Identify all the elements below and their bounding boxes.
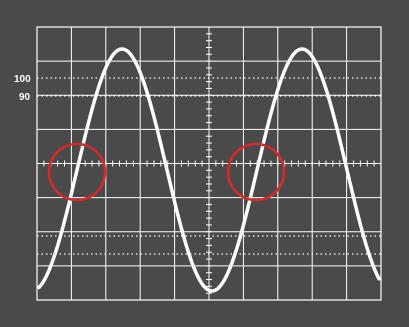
label-100: 100 [14, 74, 31, 85]
waveform-trace [37, 47, 381, 293]
crossing-marker-2 [226, 142, 286, 202]
crossing-marker-1 [47, 142, 107, 202]
reference-lines [37, 77, 381, 255]
label-90: 90 [19, 92, 31, 103]
